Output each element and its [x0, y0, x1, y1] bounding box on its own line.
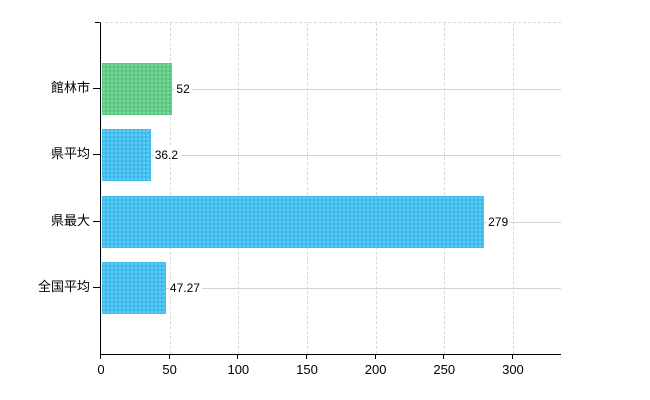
- y-axis-tick: [93, 154, 100, 156]
- row-gridline: [101, 287, 561, 289]
- bar-value-label: 52: [175, 81, 192, 98]
- bar-館林市: [102, 63, 172, 116]
- x-axis-tick-label: 250: [433, 362, 456, 377]
- x-axis-tick-label: 300: [502, 362, 524, 377]
- x-axis-tick-label: 0: [97, 362, 105, 377]
- bar-全国平均: [102, 261, 166, 314]
- x-gridline: [375, 23, 377, 354]
- x-axis-tick-label: 100: [227, 362, 250, 377]
- bar-value-label: 47.27: [168, 279, 202, 296]
- x-gridline: [512, 23, 514, 354]
- plot-area: 52 36.2 279 47.27: [100, 22, 561, 355]
- x-axis-tick-label: 150: [296, 362, 318, 377]
- x-axis-tick: [100, 354, 101, 359]
- x-axis-tick: [168, 354, 170, 359]
- x-axis-tick: [374, 354, 376, 359]
- row-gridline: [101, 89, 561, 91]
- y-axis-tick: [93, 220, 100, 222]
- x-axis-tick: [511, 354, 513, 359]
- y-axis-top-tick: [95, 22, 100, 23]
- bar-県平均: [102, 129, 151, 182]
- x-axis-tick: [237, 354, 239, 359]
- category-label: 県最大: [50, 212, 90, 228]
- y-axis-tick: [93, 88, 100, 90]
- x-gridline: [444, 23, 446, 354]
- category-label: 館林市: [50, 80, 90, 96]
- y-axis-tick: [93, 286, 100, 288]
- x-axis-tick: [305, 354, 307, 359]
- row-gridline: [101, 155, 561, 157]
- x-axis-tick: [443, 354, 445, 359]
- x-gridline: [169, 23, 171, 354]
- x-gridline: [306, 23, 308, 354]
- bar-value-label: 279: [487, 213, 511, 230]
- bar-県最大: [102, 195, 484, 248]
- x-gridline: [238, 23, 240, 354]
- bar-value-label: 36.2: [153, 147, 181, 164]
- category-label: 全国平均: [37, 278, 90, 294]
- x-axis-tick-label: 50: [162, 362, 177, 377]
- category-label: 県平均: [50, 146, 90, 162]
- x-axis-tick-label: 200: [364, 362, 387, 377]
